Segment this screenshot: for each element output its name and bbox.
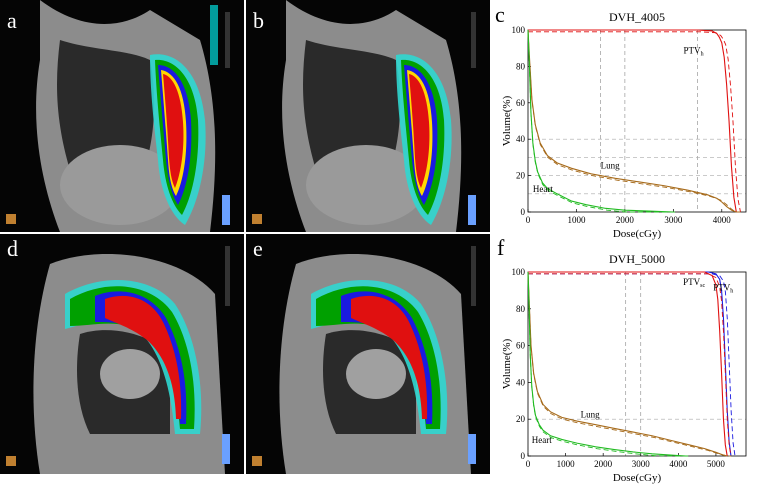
chart-title: DVH_4005 bbox=[609, 10, 665, 24]
series-line-dashed-lung bbox=[527, 31, 741, 213]
x-tick-label: 1000 bbox=[567, 215, 586, 225]
body-figure-icon bbox=[222, 434, 230, 464]
y-tick-label: 40 bbox=[516, 134, 526, 144]
body-figure-icon bbox=[222, 195, 230, 225]
heart-annotation: Heart bbox=[533, 184, 553, 194]
ct-panel-b: b bbox=[246, 0, 490, 232]
y-tick-label: 60 bbox=[516, 98, 526, 108]
panel-label-d: d bbox=[7, 236, 18, 261]
x-axis-label: Dose(cGy) bbox=[613, 472, 662, 484]
ptv-annotation: PTVsc bbox=[683, 277, 705, 289]
dvh-chart-5000: DVH_5000 0 1000 2000 3000 4000 5000 0 20 40 60 80 10… bbox=[500, 244, 757, 488]
y-tick-label: 100 bbox=[512, 267, 526, 277]
panel-label-e: e bbox=[253, 236, 263, 261]
plot-frame bbox=[527, 271, 747, 457]
ct-panel-e: e bbox=[246, 234, 490, 474]
series-line-dashed-ptv_h bbox=[528, 31, 741, 213]
y-tick-label: 40 bbox=[516, 377, 526, 387]
x-tick-label: 0 bbox=[526, 459, 531, 469]
y-tick-label: 0 bbox=[521, 207, 526, 217]
series-line-dashed-heart bbox=[527, 273, 690, 457]
x-tick-label: 2000 bbox=[616, 215, 635, 225]
orientation-cube-icon bbox=[6, 456, 16, 466]
lung-annotation: Lung bbox=[601, 160, 620, 170]
x-tick-label: 3000 bbox=[632, 459, 651, 469]
dvh-chart-4005-svg: DVH_4005 0 1000 2000 3000 4000 0 20 40 60 80 100 Dos… bbox=[501, 10, 747, 240]
ct-panel-a: a bbox=[0, 0, 244, 232]
y-tick-label: 80 bbox=[516, 304, 526, 314]
body-figure-icon bbox=[468, 195, 476, 225]
ct-image-b bbox=[246, 0, 490, 232]
x-tick-label: 1000 bbox=[557, 459, 576, 469]
series-line-ptv_h bbox=[528, 271, 728, 457]
series-line-ptv_h bbox=[528, 29, 737, 213]
series-line-dashed-ptv_h bbox=[528, 273, 732, 457]
series-line-lung bbox=[527, 271, 728, 457]
y-tick-label: 20 bbox=[516, 171, 526, 181]
ct-image-a bbox=[0, 0, 244, 232]
dvh-chart-5000-svg: DVH_5000 0 1000 2000 3000 4000 5000 0 20 40 60 80 10… bbox=[501, 252, 747, 484]
panel-label-c: c bbox=[495, 2, 505, 27]
panel-label-b: b bbox=[253, 8, 264, 33]
orientation-cube-icon bbox=[252, 456, 262, 466]
body-figure-icon bbox=[468, 434, 476, 464]
x-tick-label: 4000 bbox=[713, 215, 732, 225]
panel-label-f: f bbox=[497, 235, 505, 260]
ptv-annotation: PTVh bbox=[713, 282, 733, 294]
series-line-lung bbox=[527, 29, 737, 213]
ct-image-d bbox=[0, 234, 244, 474]
series-line-ptv_sc bbox=[528, 271, 732, 457]
plot-frame bbox=[527, 29, 747, 213]
panel-label-a: a bbox=[7, 8, 17, 33]
x-tick-label: 2000 bbox=[594, 459, 613, 469]
dvh-chart-4005: DVH_4005 0 1000 2000 3000 4000 0 20 40 60 80 100 Dos… bbox=[500, 0, 757, 240]
series-line-dashed-ptv_sc bbox=[528, 273, 736, 457]
series-line-heart bbox=[527, 271, 686, 457]
x-axis-label: Dose(cGy) bbox=[613, 228, 662, 240]
x-tick-label: 0 bbox=[526, 215, 531, 225]
y-axis-label: Volume(%) bbox=[501, 338, 513, 389]
y-axis-label: Volume(%) bbox=[501, 95, 513, 146]
x-tick-label: 3000 bbox=[664, 215, 683, 225]
x-tick-label: 4000 bbox=[669, 459, 688, 469]
y-tick-label: 100 bbox=[512, 25, 526, 35]
ptv-annotation: PTVh bbox=[684, 46, 704, 58]
y-tick-label: 20 bbox=[516, 414, 526, 424]
series-line-dashed-heart bbox=[527, 31, 677, 213]
heart-annotation: Heart bbox=[532, 435, 552, 445]
ct-image-e bbox=[246, 234, 490, 474]
y-tick-label: 0 bbox=[521, 451, 526, 461]
ct-panel-d: d bbox=[0, 234, 244, 474]
y-tick-label: 60 bbox=[516, 341, 526, 351]
lung-annotation: Lung bbox=[581, 409, 600, 419]
orientation-cube-icon bbox=[6, 214, 16, 224]
chart-title: DVH_5000 bbox=[609, 252, 665, 266]
x-tick-label: 5000 bbox=[707, 459, 726, 469]
orientation-cube-icon bbox=[252, 214, 262, 224]
y-tick-label: 80 bbox=[516, 61, 526, 71]
series-line-dashed-lung bbox=[527, 273, 732, 457]
